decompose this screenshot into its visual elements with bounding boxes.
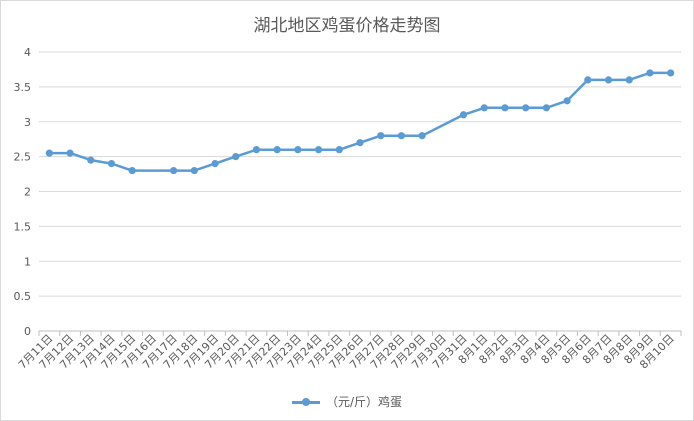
- legend: （元/斤）鸡蛋: [1, 393, 693, 410]
- chart-title: 湖北地区鸡蛋价格走势图: [253, 16, 441, 36]
- data-point: [563, 97, 571, 105]
- y-tick-label: 4: [24, 46, 31, 59]
- data-point: [397, 132, 406, 140]
- data-point: [107, 160, 116, 168]
- data-point: [584, 76, 592, 84]
- grid-lines: [39, 51, 681, 332]
- data-point: [646, 69, 654, 77]
- data-point: [625, 76, 633, 84]
- y-tick-label: 1.5: [14, 220, 32, 233]
- legend-label: （元/斤）鸡蛋: [325, 395, 403, 409]
- y-tick-label: 3.5: [14, 81, 32, 94]
- data-point: [667, 69, 675, 77]
- x-axis-ticks: 7月11日7月12日7月13日7月14日7月15日7月16日7月17日7月18日…: [16, 331, 682, 372]
- y-tick-label: 2.5: [14, 151, 32, 164]
- data-point: [211, 160, 219, 168]
- data-point: [190, 166, 198, 175]
- y-tick-label: 3: [24, 116, 31, 129]
- y-tick-label: 2: [24, 186, 31, 199]
- data-point: [604, 76, 613, 84]
- data-point: [480, 104, 488, 112]
- data-point: [273, 146, 281, 154]
- data-point: [314, 146, 323, 154]
- data-point: [45, 149, 53, 157]
- y-tick-label: 1: [24, 255, 31, 268]
- data-point: [170, 166, 178, 175]
- data-point: [356, 139, 364, 147]
- series-layer: [45, 69, 675, 175]
- data-point: [252, 146, 261, 154]
- data-point: [377, 132, 385, 140]
- data-point: [232, 153, 240, 161]
- data-point: [66, 149, 74, 157]
- y-tick-label: 0: [24, 325, 31, 338]
- y-axis-ticks: 0 0.5 1 1.5 2 2.5 3 3.5 4: [14, 46, 32, 338]
- data-point: [128, 166, 136, 175]
- data-point: [418, 132, 426, 140]
- data-point: [501, 104, 509, 112]
- data-point: [335, 146, 343, 154]
- data-point: [87, 156, 95, 164]
- data-point: [522, 104, 530, 112]
- legend-swatch: [291, 396, 320, 408]
- data-point: [542, 104, 550, 112]
- data-point: [459, 111, 468, 119]
- y-tick-label: 0.5: [14, 290, 32, 303]
- data-point: [294, 146, 302, 154]
